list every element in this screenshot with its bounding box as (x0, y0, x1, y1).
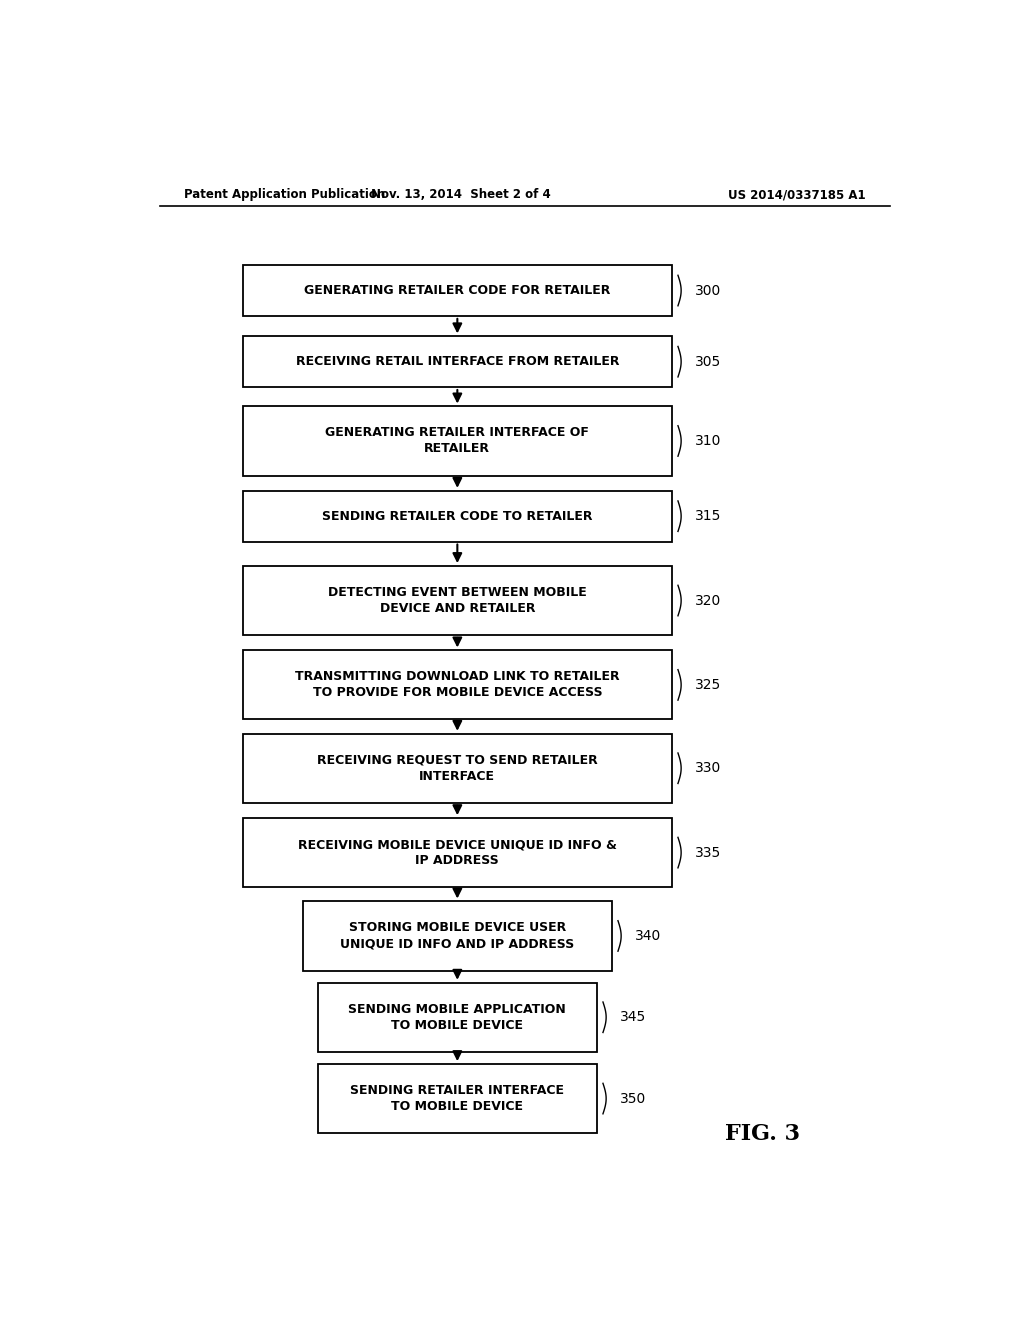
Text: TRANSMITTING DOWNLOAD LINK TO RETAILER
TO PROVIDE FOR MOBILE DEVICE ACCESS: TRANSMITTING DOWNLOAD LINK TO RETAILER T… (295, 671, 620, 700)
Text: 300: 300 (695, 284, 722, 297)
Text: 340: 340 (636, 929, 662, 942)
Bar (243, 818, 672, 887)
Bar (243, 407, 672, 475)
Text: SENDING RETAILER CODE TO RETAILER: SENDING RETAILER CODE TO RETAILER (323, 510, 593, 523)
Text: DETECTING EVENT BETWEEN MOBILE
DEVICE AND RETAILER: DETECTING EVENT BETWEEN MOBILE DEVICE AN… (328, 586, 587, 615)
Text: RECEIVING REQUEST TO SEND RETAILER
INTERFACE: RECEIVING REQUEST TO SEND RETAILER INTER… (317, 754, 598, 783)
Text: 325: 325 (695, 678, 722, 692)
Text: 315: 315 (695, 510, 722, 523)
Bar (243, 734, 672, 803)
Text: 320: 320 (695, 594, 722, 607)
Bar (303, 902, 611, 970)
Text: SENDING RETAILER INTERFACE
TO MOBILE DEVICE: SENDING RETAILER INTERFACE TO MOBILE DEV… (350, 1084, 564, 1113)
Text: 335: 335 (695, 846, 722, 859)
Text: SENDING MOBILE APPLICATION
TO MOBILE DEVICE: SENDING MOBILE APPLICATION TO MOBILE DEV… (348, 1003, 566, 1032)
Text: FIG. 3: FIG. 3 (725, 1123, 801, 1146)
Bar (243, 337, 672, 387)
Text: Patent Application Publication: Patent Application Publication (183, 189, 385, 202)
Bar (243, 651, 672, 719)
Bar (243, 491, 672, 541)
Text: US 2014/0337185 A1: US 2014/0337185 A1 (728, 189, 866, 202)
Text: 330: 330 (695, 762, 722, 775)
Text: RECEIVING MOBILE DEVICE UNIQUE ID INFO &
IP ADDRESS: RECEIVING MOBILE DEVICE UNIQUE ID INFO &… (298, 838, 616, 867)
Text: STORING MOBILE DEVICE USER
UNIQUE ID INFO AND IP ADDRESS: STORING MOBILE DEVICE USER UNIQUE ID INF… (340, 921, 574, 950)
Text: GENERATING RETAILER INTERFACE OF
RETAILER: GENERATING RETAILER INTERFACE OF RETAILE… (326, 426, 589, 455)
Bar (318, 1064, 597, 1133)
Text: RECEIVING RETAIL INTERFACE FROM RETAILER: RECEIVING RETAIL INTERFACE FROM RETAILER (296, 355, 620, 368)
Text: 305: 305 (695, 355, 722, 368)
Text: 350: 350 (621, 1092, 647, 1106)
Bar (243, 566, 672, 635)
Text: GENERATING RETAILER CODE FOR RETAILER: GENERATING RETAILER CODE FOR RETAILER (304, 284, 610, 297)
Text: 310: 310 (695, 434, 722, 447)
Text: 345: 345 (621, 1010, 647, 1024)
Bar (243, 265, 672, 315)
Bar (318, 982, 597, 1052)
Text: Nov. 13, 2014  Sheet 2 of 4: Nov. 13, 2014 Sheet 2 of 4 (372, 189, 551, 202)
